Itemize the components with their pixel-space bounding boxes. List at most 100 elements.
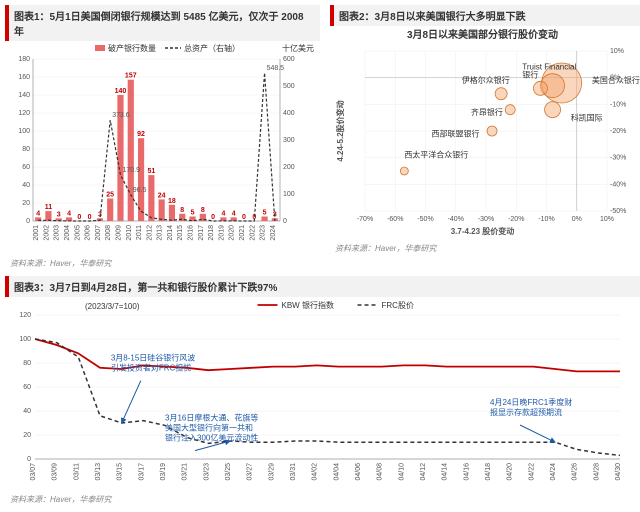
svg-text:0: 0 <box>211 214 215 221</box>
chart1-panel: 图表1：5月1日美国倒闭银行规模达到 5485 亿美元，仅次于 2008 年 破… <box>5 5 320 271</box>
svg-text:-40%: -40% <box>448 216 464 223</box>
svg-text:2017: 2017 <box>198 225 205 241</box>
svg-text:KBW 银行指数: KBW 银行指数 <box>282 300 334 310</box>
svg-text:3: 3 <box>57 211 61 218</box>
svg-text:4月24日晚FRC1季度财: 4月24日晚FRC1季度财 <box>490 397 572 407</box>
svg-text:4: 4 <box>221 210 225 217</box>
svg-text:04/08: 04/08 <box>377 463 384 481</box>
svg-text:51: 51 <box>147 168 155 175</box>
svg-text:04/22: 04/22 <box>528 463 535 481</box>
svg-text:2018: 2018 <box>208 225 215 241</box>
svg-text:100: 100 <box>283 191 295 198</box>
svg-text:2021: 2021 <box>239 225 246 241</box>
svg-text:8: 8 <box>180 207 184 214</box>
chart3-panel: 图表3：3月7日到4月28日，第一共和银行股价累计下跌97% (2023/3/7… <box>5 276 640 507</box>
svg-text:-20%: -20% <box>610 128 626 135</box>
svg-text:美国合众银行: 美国合众银行 <box>592 75 640 85</box>
svg-text:04/26: 04/26 <box>572 463 579 481</box>
svg-text:170.9: 170.9 <box>122 167 140 174</box>
svg-text:03/19: 03/19 <box>160 463 167 481</box>
svg-text:03/25: 03/25 <box>225 463 232 481</box>
svg-text:03/23: 03/23 <box>203 463 210 481</box>
svg-text:140: 140 <box>115 88 127 95</box>
svg-text:FRC股价: FRC股价 <box>382 301 414 310</box>
svg-text:03/31: 03/31 <box>290 463 297 481</box>
svg-text:500: 500 <box>283 83 295 90</box>
svg-text:04/10: 04/10 <box>398 463 405 481</box>
svg-text:0%: 0% <box>572 216 582 223</box>
chart3-title: 图表3：3月7日到4月28日，第一共和银行股价累计下跌97% <box>5 276 640 297</box>
svg-text:03/15: 03/15 <box>117 463 124 481</box>
svg-text:11: 11 <box>45 204 53 211</box>
svg-text:04/20: 04/20 <box>507 463 514 481</box>
svg-text:10%: 10% <box>600 216 614 223</box>
svg-text:03/21: 03/21 <box>182 463 189 481</box>
svg-text:引发投资者对FRC担忧: 引发投资者对FRC担忧 <box>111 363 191 373</box>
svg-text:400: 400 <box>283 110 295 117</box>
svg-text:-20%: -20% <box>508 216 524 223</box>
svg-text:西部联盟银行: 西部联盟银行 <box>432 128 480 138</box>
chart2-source: 资料来源：Haver，华泰研究 <box>330 241 640 256</box>
svg-text:0: 0 <box>27 456 31 463</box>
svg-text:(2023/3/7=100): (2023/3/7=100) <box>85 302 140 311</box>
svg-text:2003: 2003 <box>54 225 61 241</box>
svg-text:04/24: 04/24 <box>550 463 557 481</box>
svg-text:-70%: -70% <box>357 216 373 223</box>
svg-text:300: 300 <box>283 137 295 144</box>
svg-text:10%: 10% <box>610 48 624 55</box>
chart3-source: 资料来源：Haver，华泰研究 <box>5 492 640 507</box>
svg-text:2023: 2023 <box>260 225 267 241</box>
svg-text:120: 120 <box>18 110 30 117</box>
svg-text:200: 200 <box>283 164 295 171</box>
svg-text:2002: 2002 <box>43 225 50 241</box>
svg-text:总资产（右轴）: 总资产（右轴） <box>184 43 240 53</box>
svg-text:18: 18 <box>168 198 176 205</box>
svg-text:03/17: 03/17 <box>138 463 145 481</box>
svg-text:373.6: 373.6 <box>112 112 130 119</box>
svg-text:03/11: 03/11 <box>73 463 80 480</box>
svg-text:100: 100 <box>19 336 31 343</box>
svg-text:80: 80 <box>23 360 31 367</box>
svg-text:2016: 2016 <box>188 225 195 241</box>
chart2-title: 图表2：3月8日以来美国银行大多明显下跌 <box>330 5 640 26</box>
svg-text:2014: 2014 <box>167 225 174 241</box>
svg-text:180: 180 <box>18 56 30 63</box>
svg-text:2010: 2010 <box>126 225 133 241</box>
svg-text:03/29: 03/29 <box>268 463 275 481</box>
svg-text:04/12: 04/12 <box>420 463 427 481</box>
svg-text:美国大型银行向第一共和: 美国大型银行向第一共和 <box>165 423 253 433</box>
svg-text:4: 4 <box>67 210 71 217</box>
svg-text:03/07: 03/07 <box>30 463 37 481</box>
chart1-source: 资料来源：Haver，华泰研究 <box>5 256 320 271</box>
svg-text:3.7-4.23 股价变动: 3.7-4.23 股价变动 <box>451 226 515 236</box>
svg-text:2009: 2009 <box>115 225 122 241</box>
svg-text:160: 160 <box>18 74 30 81</box>
svg-text:西太平洋合众银行: 西太平洋合众银行 <box>404 150 468 160</box>
svg-text:-50%: -50% <box>417 216 433 223</box>
svg-text:20: 20 <box>23 432 31 439</box>
svg-text:-50%: -50% <box>610 208 626 215</box>
svg-text:2006: 2006 <box>85 225 92 241</box>
svg-text:100: 100 <box>18 128 30 135</box>
svg-text:齐昂银行: 齐昂银行 <box>471 107 503 117</box>
svg-text:03/27: 03/27 <box>247 463 254 481</box>
svg-text:-40%: -40% <box>610 181 626 188</box>
svg-text:5: 5 <box>191 210 195 217</box>
svg-text:60: 60 <box>23 384 31 391</box>
svg-text:-60%: -60% <box>387 216 403 223</box>
svg-text:20: 20 <box>22 200 30 207</box>
svg-text:96.5: 96.5 <box>133 187 147 194</box>
svg-text:2008: 2008 <box>105 225 112 241</box>
svg-text:04/28: 04/28 <box>593 463 600 481</box>
svg-text:157: 157 <box>125 73 137 80</box>
svg-text:科凯国际: 科凯国际 <box>571 112 603 122</box>
svg-text:2005: 2005 <box>74 225 81 241</box>
svg-text:4.24-5.2股价变动: 4.24-5.2股价变动 <box>335 100 345 161</box>
svg-text:25: 25 <box>106 192 114 199</box>
svg-text:破产银行数量: 破产银行数量 <box>108 43 156 53</box>
chart1-svg: 破产银行数量总资产（右轴）十亿美元02040608010012014016018… <box>5 41 320 251</box>
svg-text:40: 40 <box>23 408 31 415</box>
svg-text:04/14: 04/14 <box>442 463 449 481</box>
svg-text:银行注入300亿美元流动性: 银行注入300亿美元流动性 <box>165 433 258 443</box>
svg-text:十亿美元: 十亿美元 <box>282 43 314 53</box>
